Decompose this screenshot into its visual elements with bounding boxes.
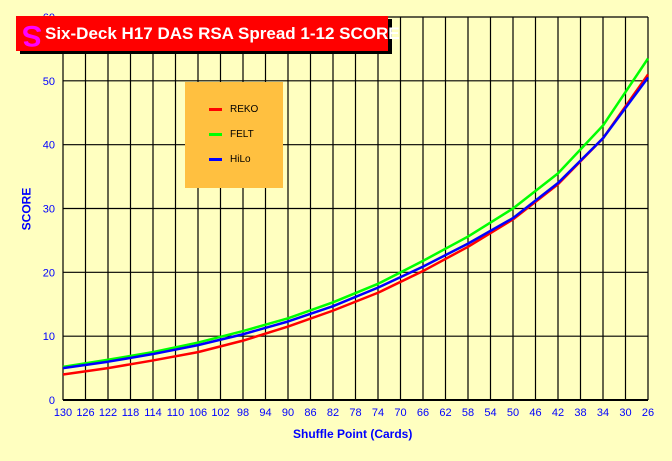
x-tick-label: 102 [211, 407, 229, 419]
y-tick-label: 0 [49, 395, 55, 407]
x-tick-label: 110 [167, 407, 185, 419]
chart-title: Six-Deck H17 DAS RSA Spread 1-12 SCORE [16, 16, 400, 51]
legend-swatch [209, 107, 222, 111]
legend-swatch [209, 132, 222, 136]
legend-item-felt: FELT [209, 129, 254, 140]
y-tick-label: 10 [43, 331, 55, 343]
legend-label: REKO [230, 104, 259, 115]
x-tick-label: 122 [99, 407, 117, 419]
x-tick-label: 82 [327, 407, 339, 419]
x-tick-label: 66 [417, 407, 429, 419]
x-tick-label: 54 [484, 407, 496, 419]
x-tick-label: 90 [282, 407, 294, 419]
legend-label: FELT [230, 129, 254, 140]
x-tick-label: 30 [619, 407, 631, 419]
y-axis-label: SCORE [19, 187, 34, 231]
legend-item-reko: REKO [209, 104, 258, 115]
x-tick-label: 118 [122, 407, 140, 419]
legend: REKO FELT HiLo [185, 82, 283, 188]
x-tick-label: 106 [189, 407, 207, 419]
y-tick-label: 50 [43, 76, 55, 88]
legend-swatch [209, 157, 222, 161]
x-tick-label: 74 [372, 407, 384, 419]
x-tick-label: 62 [439, 407, 451, 419]
x-tick-label: 126 [76, 407, 94, 419]
x-tick-label: 58 [462, 407, 474, 419]
logo-icon: S [21, 19, 42, 52]
y-tick-label: 20 [43, 267, 55, 279]
x-tick-label: 78 [349, 407, 361, 419]
x-tick-label: 42 [552, 407, 564, 419]
x-tick-label: 50 [507, 407, 519, 419]
x-tick-label: 114 [144, 407, 162, 419]
y-tick-label: 30 [43, 204, 55, 216]
x-tick-label: 26 [642, 407, 654, 419]
series-line-felt [62, 57, 650, 369]
x-tick-label: 46 [529, 407, 541, 419]
x-tick-label: 86 [304, 407, 316, 419]
legend-label: HiLo [230, 154, 251, 165]
series-line-hilo [62, 76, 650, 370]
x-axis-label: Shuffle Point (Cards) [293, 427, 413, 441]
x-tick-label: 130 [54, 407, 72, 419]
y-tick-label: 40 [43, 140, 55, 152]
x-tick-label: 34 [597, 407, 609, 419]
x-tick-label: 98 [237, 407, 249, 419]
x-tick-label: 94 [259, 407, 271, 419]
x-tick-label: 38 [574, 407, 586, 419]
legend-item-hilo: HiLo [209, 154, 251, 165]
x-tick-label: 70 [394, 407, 406, 419]
